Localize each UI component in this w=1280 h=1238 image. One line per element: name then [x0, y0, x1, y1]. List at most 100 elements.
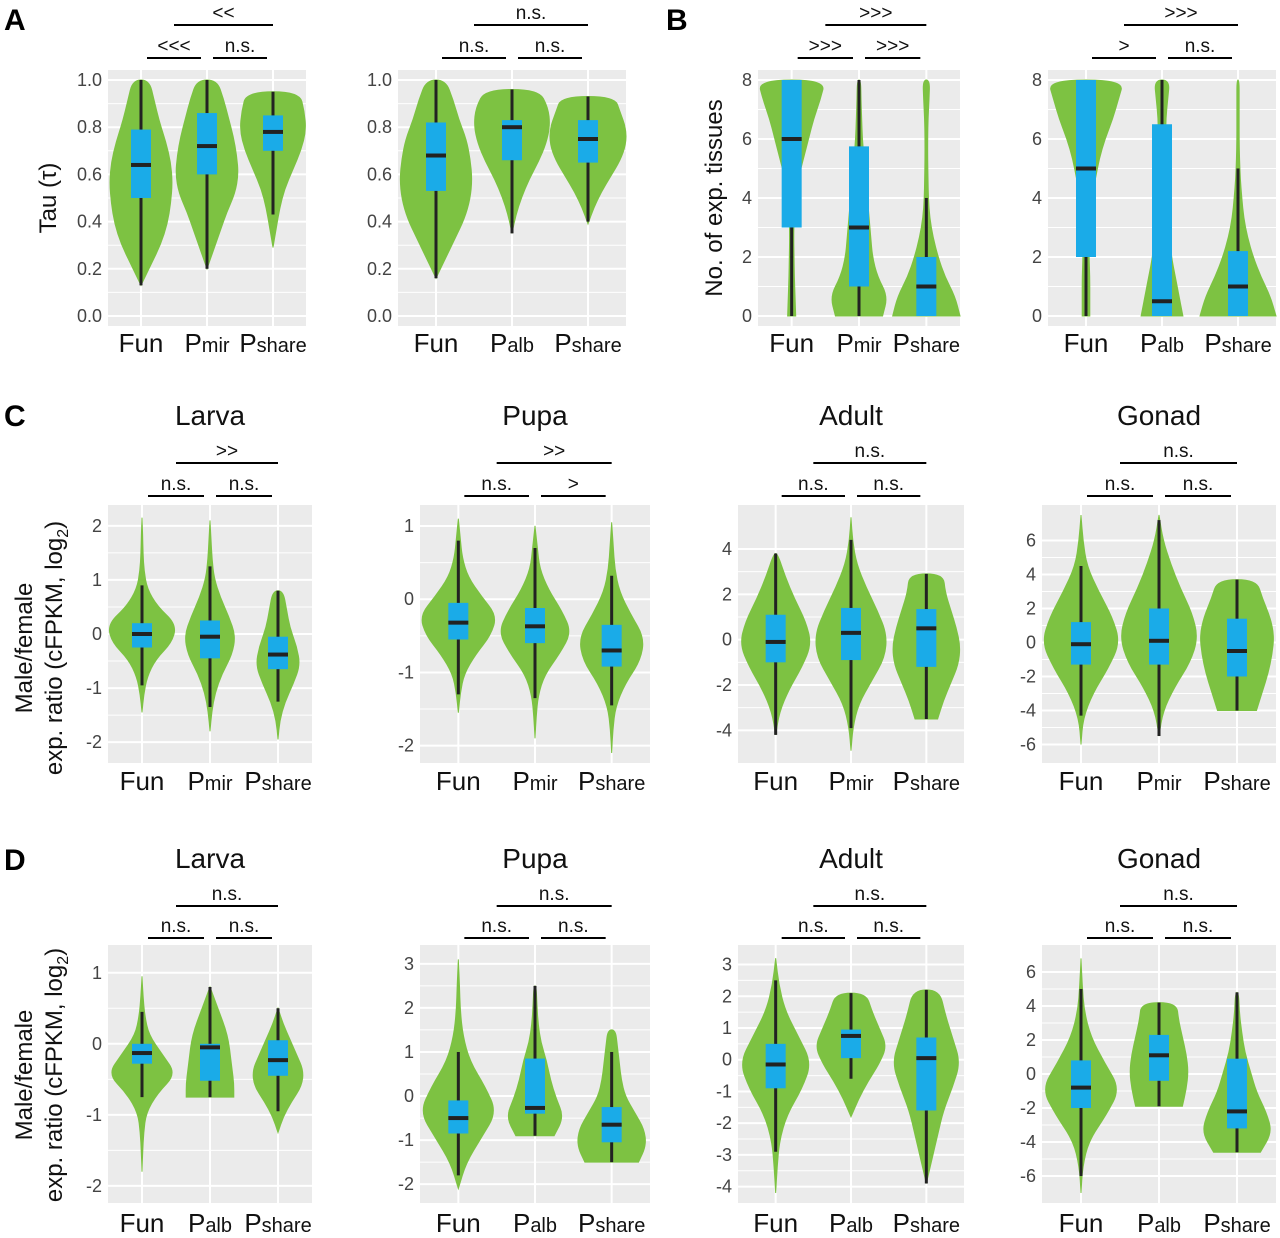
- y-tick-label: 4: [1026, 996, 1036, 1016]
- median-mark: [601, 648, 622, 653]
- category-label: Palb: [188, 1208, 232, 1238]
- y-tick-label: -4: [716, 1177, 732, 1197]
- ylabel-d-line2: exp. ratio (cFPKM, log2): [41, 948, 72, 1202]
- sig-top-label: n.s.: [855, 884, 886, 905]
- median-mark: [1149, 638, 1169, 643]
- panel-letter-c: C: [4, 400, 26, 433]
- category-label-main: P: [187, 766, 204, 796]
- median-mark: [197, 144, 217, 149]
- median-mark: [200, 634, 220, 639]
- panel-letter-b: B: [666, 4, 688, 37]
- y-tick-label: 1: [404, 1042, 414, 1062]
- iqr-box: [268, 1040, 288, 1076]
- median-mark: [132, 1051, 152, 1056]
- series-2: Pmir: [185, 520, 235, 796]
- category-label-sub: alb: [507, 335, 534, 357]
- category-label-sub: share: [1221, 773, 1271, 795]
- category-label-main: P: [513, 1208, 530, 1238]
- y-tick-label: -4: [1020, 701, 1036, 721]
- median-mark: [268, 652, 288, 657]
- y-tick-label: -1: [398, 1130, 414, 1150]
- category-label: Fun: [120, 766, 165, 796]
- y-tick-label: -6: [1020, 735, 1036, 755]
- median-mark: [601, 1122, 622, 1127]
- iqr-box: [1227, 1058, 1247, 1129]
- category-label: Fun: [119, 328, 164, 358]
- category-label: Pshare: [244, 1208, 311, 1238]
- category-label-main: P: [490, 328, 507, 358]
- category-label-sub: alb: [846, 1215, 873, 1237]
- category-label-sub: share: [1221, 1215, 1271, 1237]
- series-2: Palb: [474, 88, 550, 358]
- median-mark: [841, 630, 861, 635]
- category-label-main: P: [893, 328, 910, 358]
- series-3: Pshare: [578, 522, 645, 796]
- category-label-main: P: [893, 1208, 910, 1238]
- sig-left-label: >>>: [809, 36, 842, 57]
- sig-right-label: n.s.: [229, 474, 260, 495]
- category-label-main: P: [1203, 1208, 1220, 1238]
- sig-right-label: n.s.: [1185, 36, 1216, 57]
- category-label-sub: share: [910, 773, 960, 795]
- category-label: Pshare: [1203, 1208, 1270, 1238]
- y-tick-label: 0.6: [77, 164, 102, 184]
- y-tick-label: 0: [1032, 306, 1042, 326]
- y-tick-label: 0.2: [367, 259, 392, 279]
- category-label-main: P: [244, 766, 261, 796]
- iqr-box: [849, 146, 869, 287]
- median-mark: [132, 632, 152, 636]
- category-label-main: P: [244, 1208, 261, 1238]
- sig-top-label: n.s.: [212, 884, 243, 905]
- category-label-main: Fun: [1059, 766, 1104, 796]
- median-mark: [781, 137, 802, 141]
- category-label-main: P: [836, 328, 853, 358]
- category-label-sub: mir: [530, 773, 558, 795]
- series-3: Pshare: [244, 590, 312, 796]
- category-label-main: P: [893, 766, 910, 796]
- series-1: Fun: [111, 976, 173, 1238]
- category-label: Fun: [1059, 766, 1104, 796]
- y-tick-label: -2: [716, 675, 732, 695]
- y-tick-label: -2: [1020, 667, 1036, 687]
- y-tick-label: 0: [404, 589, 414, 609]
- ylabel-c: Male/female exp. ratio (cFPKM, log2): [11, 521, 72, 775]
- category-label: Palb: [1137, 1208, 1181, 1238]
- ylabel-c-line1: Male/female: [11, 583, 38, 714]
- median-mark: [916, 284, 937, 289]
- category-label: Pshare: [893, 1208, 960, 1238]
- ylabel-d-end: ): [41, 948, 68, 956]
- series-1: Fun: [742, 958, 810, 1238]
- category-label: Pmir: [836, 328, 881, 358]
- category-label: Fun: [436, 1208, 481, 1238]
- sig-right-label: n.s.: [873, 916, 904, 937]
- y-tick-label: 4: [1026, 565, 1036, 585]
- category-label-sub: alb: [205, 1215, 232, 1237]
- sig-top-label: n.s.: [855, 441, 886, 462]
- y-tick-label: 0.8: [77, 117, 102, 137]
- category-label-main: P: [554, 328, 571, 358]
- series-3: Pshare: [239, 91, 307, 358]
- ylabel-c-line2-main: exp. ratio (cFPKM, log: [41, 538, 68, 775]
- series-3: Pshare: [892, 573, 961, 796]
- series-3: Pshare: [893, 989, 960, 1238]
- series-2: Palb: [1129, 1002, 1189, 1238]
- y-tick-label: 6: [742, 129, 752, 149]
- ylabel-c-sub: 2: [55, 529, 72, 538]
- category-label: Pshare: [244, 766, 311, 796]
- y-tick-label: -2: [86, 1176, 102, 1196]
- iqr-box: [197, 113, 217, 175]
- category-label: Pmir: [828, 766, 873, 796]
- series-2: Pmir: [815, 517, 887, 796]
- category-label-main: Fun: [1064, 328, 1109, 358]
- sig-left-label: n.s.: [1105, 474, 1136, 495]
- category-label: Pshare: [578, 766, 645, 796]
- category-label: Fun: [753, 766, 798, 796]
- category-label-main: Fun: [119, 328, 164, 358]
- category-label-sub: share: [1222, 335, 1272, 357]
- series-1: Fun: [1045, 958, 1117, 1238]
